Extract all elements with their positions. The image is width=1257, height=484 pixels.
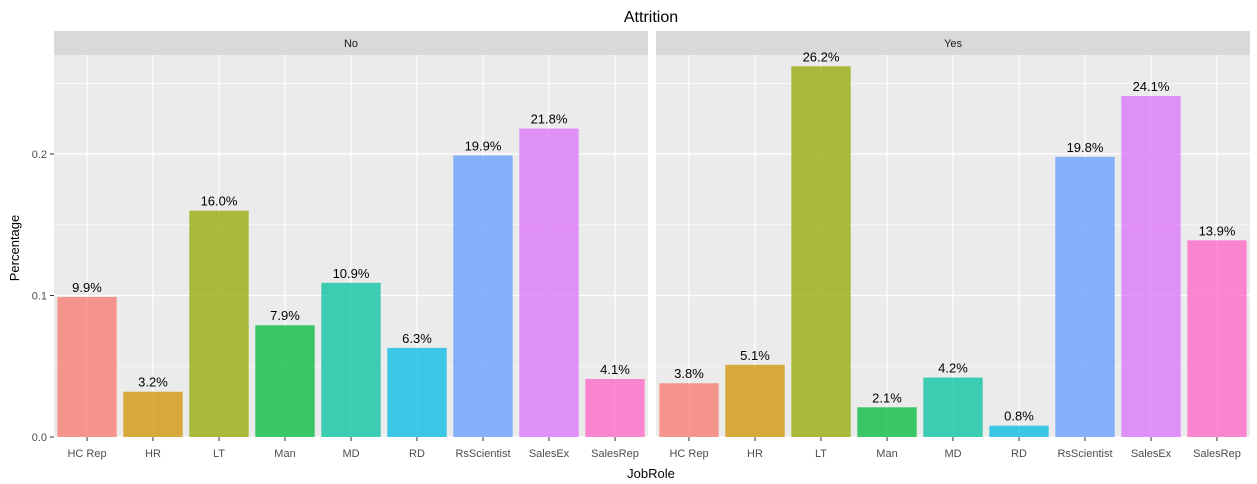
bar-data-label: 3.2%	[138, 375, 168, 390]
facet-strip-label: No	[344, 38, 358, 50]
bar	[725, 364, 785, 437]
x-tick-label: SalesRep	[591, 448, 639, 460]
bar-data-label: 7.9%	[270, 308, 300, 323]
x-tick-label: LT	[213, 448, 225, 460]
x-tick-label: HR	[145, 448, 161, 460]
bar	[321, 282, 381, 437]
x-tick-label: HC Rep	[67, 448, 106, 460]
bar	[585, 378, 645, 437]
bar-data-label: 2.1%	[872, 390, 902, 405]
bar-data-label: 9.9%	[72, 280, 102, 295]
bar	[923, 377, 983, 437]
bar	[1187, 240, 1247, 437]
x-tick-label: RD	[409, 448, 425, 460]
x-tick-label: RsScientist	[455, 448, 510, 460]
facet-panel-no: No 9.9% HC Rep 3.2% HR 16.0% LT 7.9% Man 10.9% MD 6…	[54, 31, 648, 460]
facet-strip	[54, 31, 648, 55]
x-tick-label: MD	[342, 448, 359, 460]
bar-data-label: 24.1%	[1133, 79, 1170, 94]
facet-strip	[656, 31, 1250, 55]
y-tick-label: 0.0	[32, 432, 47, 444]
facet-panel-yes: Yes 3.8% HC Rep 5.1% HR 26.2% LT 2.1% Man 4.2% MD 0…	[656, 31, 1250, 460]
bar-data-label: 19.9%	[465, 138, 502, 153]
bar	[57, 296, 117, 437]
bar	[519, 128, 579, 437]
bar	[189, 210, 249, 437]
bar	[1055, 156, 1115, 437]
x-tick-label: SalesEx	[529, 448, 570, 460]
y-tick-label: 0.1	[32, 291, 47, 303]
x-tick-label: MD	[944, 448, 961, 460]
x-tick-label: RD	[1011, 448, 1027, 460]
bar	[659, 383, 719, 437]
x-tick-label: HR	[747, 448, 763, 460]
bar	[989, 425, 1049, 437]
bar-data-label: 3.8%	[674, 366, 704, 381]
bar	[453, 155, 513, 438]
bar-data-label: 6.3%	[402, 331, 432, 346]
bar	[387, 347, 447, 437]
bar	[857, 407, 917, 437]
x-axis-title: JobRole	[627, 466, 675, 481]
chart-title: Attrition	[624, 9, 678, 26]
facet-strip-label: Yes	[944, 38, 962, 50]
bar-data-label: 26.2%	[803, 49, 840, 64]
bar-data-label: 5.1%	[740, 348, 770, 363]
x-tick-label: RsScientist	[1057, 448, 1112, 460]
bar-data-label: 19.8%	[1067, 140, 1104, 155]
facet-panels: 0.0 0.1 0.2 No 9.9% HC Rep 3.2% HR 16.0% LT 7.9% Ma…	[32, 31, 1250, 460]
y-tick-label: 0.2	[32, 149, 47, 161]
bar-data-label: 0.8%	[1004, 409, 1034, 424]
bar	[255, 325, 315, 437]
x-tick-label: HC Rep	[669, 448, 708, 460]
x-tick-label: LT	[815, 448, 827, 460]
bar-data-label: 10.9%	[333, 266, 370, 281]
y-axis-title: Percentage	[7, 215, 22, 282]
bar-data-label: 13.9%	[1199, 223, 1236, 238]
bar	[1121, 96, 1181, 437]
bar-data-label: 4.2%	[938, 361, 968, 376]
bar-data-label: 4.1%	[600, 362, 630, 377]
bar-data-label: 21.8%	[531, 112, 568, 127]
x-tick-label: Man	[274, 448, 295, 460]
bar	[791, 66, 851, 438]
x-tick-label: SalesEx	[1131, 448, 1172, 460]
bar	[123, 391, 183, 437]
x-tick-label: SalesRep	[1193, 448, 1241, 460]
bar-data-label: 16.0%	[201, 194, 238, 209]
x-tick-label: Man	[876, 448, 897, 460]
